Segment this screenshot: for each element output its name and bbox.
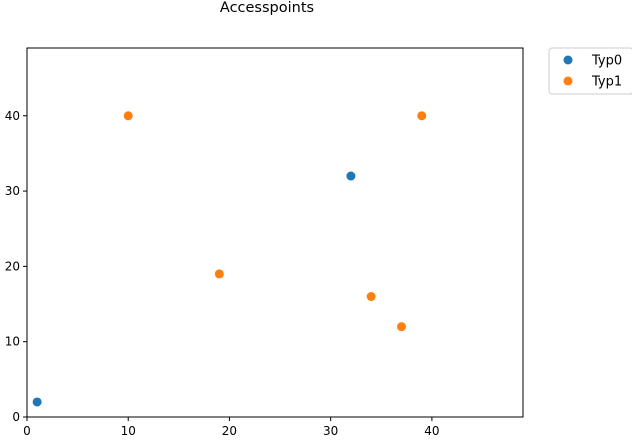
legend-marker-typ1 (563, 76, 573, 86)
y-axis: 0 10 20 30 40 (5, 109, 27, 424)
plot-area-frame (26, 47, 524, 418)
point-typ1 (123, 111, 133, 121)
legend-label-typ1: Typ1 (591, 75, 622, 90)
y-tick-label: 0 (12, 410, 20, 424)
y-tick-label: 40 (5, 109, 20, 123)
legend-label-typ0: Typ0 (591, 54, 622, 69)
point-typ1 (366, 292, 376, 302)
legend: Typ0 Typ1 (548, 47, 632, 95)
x-tick-label: 0 (23, 424, 31, 438)
x-tick-label: 10 (121, 424, 136, 438)
legend-marker-typ0 (563, 55, 573, 65)
y-tick-label: 10 (5, 335, 20, 349)
y-tick-label: 30 (5, 184, 20, 198)
x-tick-label: 40 (424, 424, 439, 438)
x-tick-label: 30 (323, 424, 338, 438)
data-points (32, 111, 427, 407)
point-typ1 (417, 111, 427, 121)
point-typ1 (397, 322, 407, 332)
x-tick-label: 20 (222, 424, 237, 438)
point-typ0 (346, 171, 356, 181)
y-tick-label: 20 (5, 259, 20, 273)
chart-title: Accesspoints (220, 0, 314, 16)
point-typ0 (32, 397, 42, 407)
x-axis: 0 10 20 30 40 (23, 417, 440, 438)
point-typ1 (214, 269, 224, 279)
